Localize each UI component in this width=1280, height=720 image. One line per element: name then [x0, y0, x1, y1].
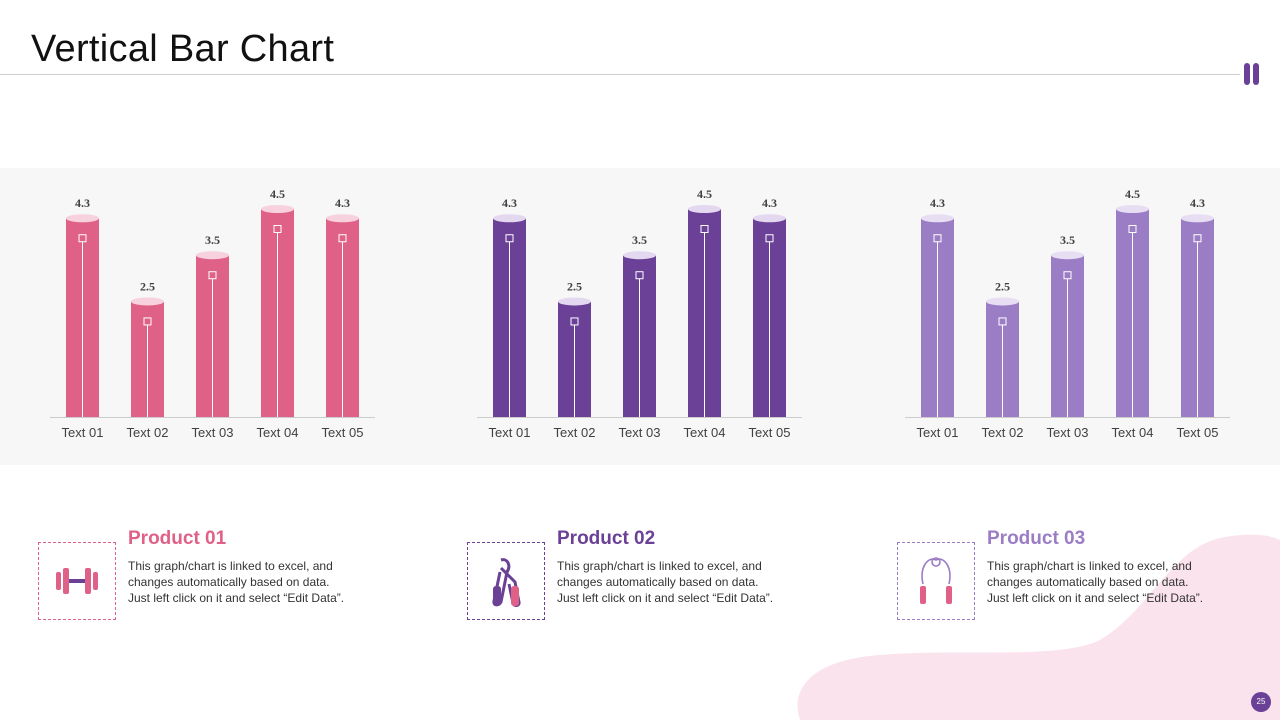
bar-marker: [998, 317, 1007, 326]
data-label: 4.3: [762, 196, 777, 210]
bar-cap: [558, 297, 591, 306]
data-label: 2.5: [567, 279, 582, 293]
product-title: Product 02: [557, 528, 656, 549]
data-label: 4.5: [697, 187, 712, 201]
corner-accent: [1244, 63, 1262, 85]
bar-marker: [570, 317, 579, 326]
page-title: Vertical Bar Chart: [31, 28, 335, 70]
bar-marker: [273, 225, 282, 233]
tick-label: Text 05: [322, 425, 364, 440]
product-card-2: Product 02 This graph/chart is linked to…: [467, 528, 867, 628]
product-description: This graph/chart is linked to excel, and…: [987, 559, 1204, 605]
bar-marker: [143, 317, 152, 326]
product-title: Product 03: [987, 528, 1086, 549]
tick-label: Text 01: [489, 425, 531, 440]
data-label: 3.5: [1060, 233, 1075, 247]
bar-marker: [765, 234, 774, 243]
bar-cap: [753, 214, 786, 223]
jump-rope-icon: [920, 557, 952, 604]
bar-cap: [261, 205, 294, 213]
bar-marker: [338, 234, 347, 243]
data-label: 3.5: [632, 233, 647, 247]
data-label: 4.5: [1125, 187, 1140, 201]
bar-marker: [1193, 234, 1202, 243]
title-divider: [0, 74, 1240, 75]
data-label: 2.5: [995, 279, 1010, 293]
tick-label: Text 02: [554, 425, 596, 440]
tick-label: Text 02: [982, 425, 1024, 440]
bar-cap: [1051, 251, 1084, 260]
tick-label: Text 05: [749, 425, 791, 440]
tick-label: Text 04: [1112, 425, 1154, 440]
product-description: This graph/chart is linked to excel, and…: [557, 559, 774, 605]
dumbbell-icon: [56, 568, 98, 594]
bar-marker: [700, 225, 709, 233]
product-card-3: Product 03 This graph/chart is linked to…: [897, 528, 1280, 628]
bar-marker: [208, 271, 217, 280]
tick-label: Text 03: [1047, 425, 1089, 440]
data-label: 4.3: [1190, 196, 1205, 210]
bar-cap: [493, 214, 526, 223]
bar-marker: [933, 234, 942, 243]
product-icon-box: [467, 542, 545, 620]
hand-grip-icon: [492, 558, 521, 607]
bar-cap: [66, 214, 99, 223]
tick-label: Text 02: [127, 425, 169, 440]
data-label: 4.3: [502, 196, 517, 210]
bar-cap: [921, 214, 954, 223]
bar-cap: [623, 251, 656, 260]
tick-label: Text 03: [619, 425, 661, 440]
tick-label: Text 04: [257, 425, 299, 440]
data-label: 2.5: [140, 279, 155, 293]
product-title: Product 01: [128, 528, 227, 549]
data-label: 4.3: [335, 196, 350, 210]
product-card-1: Product 01 This graph/chart is linked to…: [38, 528, 438, 628]
bar-marker: [1063, 271, 1072, 280]
product-icon-box: [897, 542, 975, 620]
page-number-badge: 25: [1251, 692, 1271, 712]
bar-marker: [1128, 225, 1137, 233]
bar-cap: [986, 297, 1019, 306]
data-label: 4.3: [75, 196, 90, 210]
tick-label: Text 03: [192, 425, 234, 440]
bar-cap: [688, 205, 721, 213]
bar-cap: [196, 251, 229, 260]
tick-label: Text 04: [684, 425, 726, 440]
bar-cap: [1116, 205, 1149, 213]
tick-label: Text 01: [917, 425, 959, 440]
bar-marker: [505, 234, 514, 243]
product-description: This graph/chart is linked to excel, and…: [128, 559, 345, 605]
bar-cap: [1181, 214, 1214, 223]
data-label: 4.5: [270, 187, 285, 201]
bar-marker: [78, 234, 87, 243]
tick-label: Text 05: [1177, 425, 1219, 440]
data-label: 3.5: [205, 233, 220, 247]
bar-cap: [326, 214, 359, 223]
product-icon-box: [38, 542, 116, 620]
bar-cap: [131, 297, 164, 306]
bar-marker: [635, 271, 644, 280]
tick-label: Text 01: [62, 425, 104, 440]
data-label: 4.3: [930, 196, 945, 210]
